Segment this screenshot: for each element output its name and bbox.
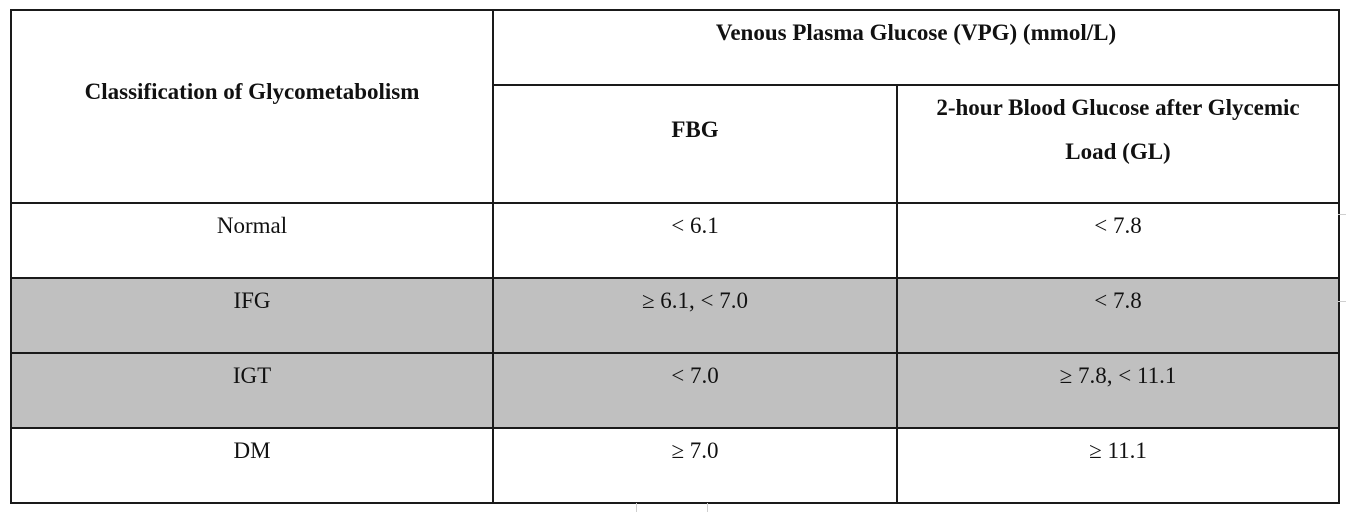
cell-fbg: < 6.1 [492, 202, 898, 279]
table-row-ifg: IFG ≥ 6.1, < 7.0 < 7.8 [10, 277, 1341, 354]
header-classification-text: Classification of Glycometabolism [84, 78, 420, 104]
table-row-normal: Normal < 6.1 < 7.8 [10, 202, 1341, 279]
table-resize-handle-bottom [636, 503, 708, 512]
cell-fbg: ≥ 6.1, < 7.0 [492, 277, 898, 354]
glycometabolism-table-container: Classification of Glycometabolism Venous… [10, 9, 1341, 504]
cell-classification: Normal [10, 202, 494, 279]
cell-gl: ≥ 7.8, < 11.1 [895, 352, 1341, 429]
cell-classification: IGT [10, 352, 494, 429]
cell-fbg: ≥ 7.0 [492, 427, 898, 504]
table-row-dm: DM ≥ 7.0 ≥ 11.1 [10, 427, 1341, 504]
cell-gl: ≥ 11.1 [895, 427, 1341, 504]
table-resize-handle-right [1338, 214, 1346, 302]
cell-fbg: < 7.0 [492, 352, 898, 429]
header-row-top: Classification of Glycometabolism Venous… [10, 9, 1341, 204]
header-fbg: FBG [492, 84, 898, 204]
cell-classification: IFG [10, 277, 494, 354]
cell-gl: < 7.8 [895, 277, 1341, 354]
cell-gl: < 7.8 [895, 202, 1341, 279]
glycometabolism-classification-table: Classification of Glycometabolism Venous… [10, 9, 1341, 504]
table-row-igt: IGT < 7.0 ≥ 7.8, < 11.1 [10, 352, 1341, 429]
header-gl: 2-hour Blood Glucose after Glycemic Load… [895, 84, 1341, 204]
header-row-sub: FBG 2-hour Blood Glucose after Glycemic … [11, 84, 1341, 204]
cell-classification: DM [10, 427, 494, 504]
header-classification: Classification of Glycometabolism [10, 9, 494, 204]
header-vpg-group: Venous Plasma Glucose (VPG) (mmol/L) [491, 9, 1341, 86]
